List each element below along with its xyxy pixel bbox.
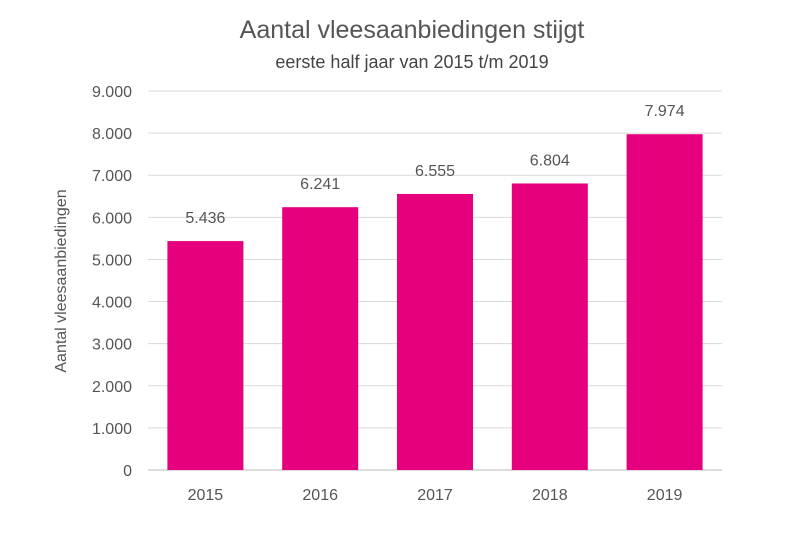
- data-label: 5.436: [185, 210, 225, 227]
- bar-2017: [397, 193, 473, 470]
- x-tick-label: 2015: [188, 487, 224, 504]
- y-tick-label: 5.000: [92, 252, 132, 269]
- x-tick-label: 2019: [647, 487, 683, 504]
- y-tick-label: 6.000: [92, 210, 132, 227]
- data-label: 6.241: [300, 176, 340, 193]
- y-tick-label: 0: [123, 463, 132, 480]
- y-tick-label: 4.000: [92, 295, 132, 312]
- data-label: 6.804: [530, 152, 570, 169]
- data-label: 6.555: [415, 163, 455, 180]
- y-tick-label: 8.000: [92, 126, 132, 143]
- data-label: 7.974: [645, 103, 685, 120]
- bar-2019: [626, 134, 703, 470]
- x-tick-label: 2018: [532, 487, 568, 504]
- y-tick-label: 3.000: [92, 337, 132, 354]
- y-axis-label: Aantal vleesaanbiedingen: [53, 189, 70, 372]
- y-tick-label: 1.000: [92, 421, 132, 438]
- bar-2018: [511, 183, 588, 470]
- chart-title: Aantal vleesaanbiedingen stijgt: [240, 16, 585, 44]
- y-tick-label: 2.000: [92, 379, 132, 396]
- x-tick-label: 2017: [417, 487, 453, 504]
- bar-2016: [282, 207, 359, 470]
- x-tick-label: 2016: [302, 487, 338, 504]
- chart-subtitle: eerste half jaar van 2015 t/m 2019: [275, 52, 548, 72]
- y-tick-label: 7.000: [92, 168, 132, 185]
- y-tick-label: 9.000: [92, 84, 132, 101]
- bar-2015: [167, 241, 244, 470]
